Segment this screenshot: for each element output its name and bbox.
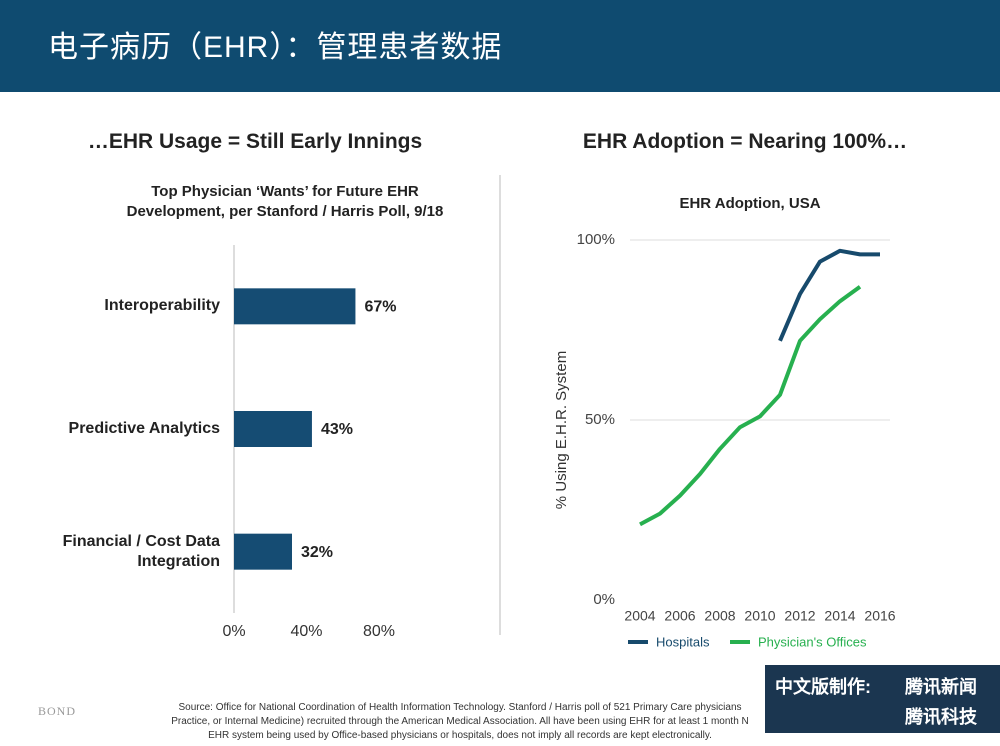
bar [234,411,312,447]
slide-title: 电子病历（EHR）：管理患者数据 [48,31,503,64]
source-line: Practice, or Internal Medicine) recruite… [171,716,749,727]
x-tick-label: 2016 [864,608,895,624]
bar [234,533,292,570]
section-heading: …EHR Usage = Still Early Innings [87,130,423,153]
x-tick-label: 2014 [824,608,855,624]
x-tick-label: 80% [363,623,395,640]
chart-title: EHR Adoption, USA [679,195,821,212]
legend-label: Physician's Offices [758,634,867,649]
y-tick-label: 0% [593,591,615,608]
credit-box: 中文版制作: 腾讯新闻 腾讯科技 [765,665,1000,733]
source-line: Source: Office for National Coordination… [178,702,742,713]
data-label: 67% [364,299,396,316]
source-line: EHR system being used by Office-based ph… [208,730,712,741]
credit-label: 中文版制作: [775,677,871,697]
x-tick-label: 2006 [664,608,695,624]
x-tick-label: 2004 [624,608,655,624]
bar [234,288,356,325]
brand: BOND [38,704,77,718]
y-tick-label: Financial / Cost Data Integration [62,532,220,570]
x-tick-label: 40% [290,623,322,640]
credit: 腾讯新闻 [905,677,977,697]
credit: 腾讯科技 [905,707,977,727]
legend-label: Hospitals [656,634,710,649]
header-bar [0,0,1000,92]
series-line [778,248,880,342]
x-tick-label: 2010 [744,608,775,624]
chart-title: Top Physician ‘Wants’ for Future EHR Dev… [126,183,444,220]
y-tick-label: 100% [577,231,615,248]
data-label: 32% [301,544,333,561]
series-line [639,285,862,527]
y-tick-label: Predictive Analytics [68,420,220,437]
y-tick-label: 50% [585,411,615,428]
x-tick-label: 0% [222,623,245,640]
data-label: 43% [321,421,353,438]
x-tick-label: 2012 [784,608,815,624]
x-tick-label: 2008 [704,608,735,624]
y-tick-label: Interoperability [104,297,220,315]
section-heading: EHR Adoption = Nearing 100%… [582,130,908,153]
y-axis-label: % Using E.H.R. System [553,351,570,509]
